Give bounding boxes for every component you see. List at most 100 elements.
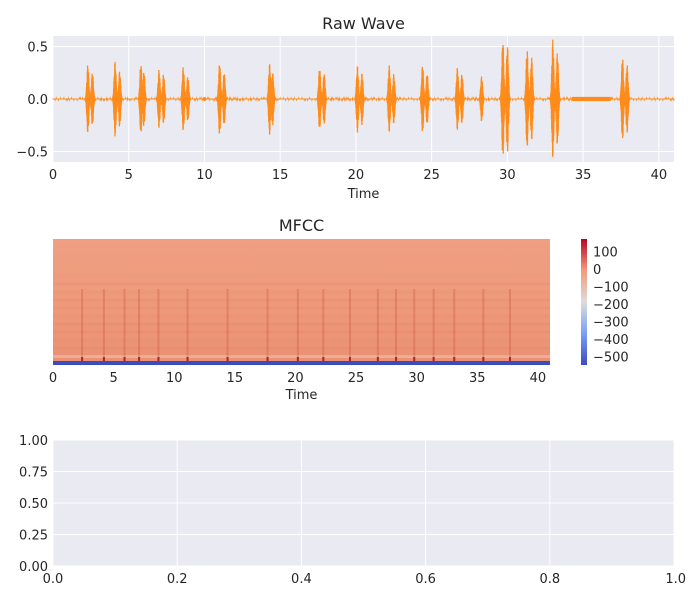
- mfcc-event-column: [102, 289, 105, 361]
- mfcc-event-marker: [296, 357, 299, 361]
- raw-wave-y-ticks: −0.5 0.0 0.5: [16, 41, 48, 161]
- mfcc-x-tick-label: 35: [469, 371, 486, 386]
- mfcc-coefficient-band: [53, 279, 550, 281]
- mfcc-coefficient-band: [53, 319, 550, 321]
- empty-x-tick-label: 1.0: [665, 572, 686, 587]
- empty-y-tick-label: 0.25: [19, 529, 48, 544]
- mfcc-coefficient-band: [53, 299, 550, 301]
- raw-wave-title: Raw Wave: [322, 14, 405, 33]
- mfcc-event-marker: [395, 357, 398, 361]
- mfcc-coefficient-band: [53, 295, 550, 297]
- empty-y-tick-label: 1.00: [19, 434, 48, 449]
- empty-x-tick-label: 0.8: [539, 572, 560, 587]
- empty-x-tick-label: 0.0: [43, 572, 64, 587]
- mfcc-x-tick-label: 15: [227, 371, 244, 386]
- empty-panel: 0.0 0.2 0.4 0.6 0.8 1.0 0.00 0.25 0.50 0.75 1.00: [19, 434, 686, 587]
- raw-wave-x-tick-label: 10: [196, 168, 213, 183]
- mfcc-coefficient-band: [53, 307, 550, 309]
- raw-wave-x-tick-label: 5: [125, 168, 133, 183]
- mfcc-event-columns: [81, 289, 511, 361]
- raw-wave-x-ticks: 0 5 10 15 20 25 30 35 40: [49, 168, 667, 183]
- mfcc-x-tick-label: 20: [287, 371, 304, 386]
- mfcc-x-tick-label: 25: [348, 371, 365, 386]
- mfcc-x-ticks: 0 5 10 15 20 25 30 35 40: [49, 371, 546, 386]
- mfcc-colorbar: [581, 239, 587, 365]
- mfcc-x-tick-label: 10: [166, 371, 183, 386]
- raw-wave-x-tick-label: 30: [499, 168, 516, 183]
- raw-wave-y-tick-label: 0.0: [27, 93, 48, 108]
- mfcc-coefficient-band: [53, 323, 550, 325]
- mfcc-coefficient-band: [53, 331, 550, 333]
- mfcc-event-column: [322, 289, 325, 361]
- mfcc-coefficient-band: [53, 287, 550, 289]
- mfcc-event-marker: [186, 357, 189, 361]
- mfcc-event-column: [226, 289, 229, 361]
- mfcc-coefficient-band: [53, 343, 550, 345]
- mfcc-coefficient-band: [53, 347, 550, 349]
- mfcc-event-column: [186, 289, 189, 361]
- mfcc-event-marker: [266, 357, 269, 361]
- mfcc-heatmap-texture: [53, 279, 550, 358]
- mfcc-coefficient-band: [53, 327, 550, 329]
- raw-wave-x-tick-label: 0: [49, 168, 57, 183]
- raw-wave-x-tick-label: 35: [575, 168, 592, 183]
- mfcc-x-tick-label: 30: [408, 371, 425, 386]
- empty-x-tick-label: 0.6: [415, 572, 436, 587]
- mfcc-event-marker: [413, 357, 416, 361]
- mfcc-event-marker: [453, 357, 456, 361]
- mfcc-coefficient-band: [53, 355, 550, 358]
- mfcc-event-column: [123, 289, 126, 361]
- mfcc-event-column: [432, 289, 435, 361]
- mfcc-event-column: [296, 289, 299, 361]
- empty-x-tick-label: 0.2: [167, 572, 188, 587]
- mfcc-colorbar-tick-label: −300: [593, 315, 629, 330]
- mfcc-coefficient-band: [53, 303, 550, 305]
- raw-wave-series-line: [52, 39, 675, 157]
- mfcc-coefficient-band: [53, 315, 550, 317]
- mfcc-coefficient-band: [53, 351, 550, 353]
- mfcc-event-column: [453, 289, 456, 361]
- mfcc-x-tick-label: 0: [49, 371, 57, 386]
- mfcc-event-marker: [157, 357, 160, 361]
- mfcc-event-column: [81, 289, 84, 361]
- raw-wave-y-tick-label: 0.5: [27, 41, 48, 56]
- raw-wave-panel: 0 5 10 15 20 25 30 35 40 −0.5 0.0 0.5 Raw Wave Tim…: [16, 14, 675, 202]
- mfcc-colorbar-tick-label: −200: [593, 298, 629, 313]
- mfcc-event-column: [266, 289, 269, 361]
- empty-x-ticks: 0.0 0.2 0.4 0.6 0.8 1.0: [43, 572, 686, 587]
- mfcc-event-column: [348, 289, 351, 361]
- mfcc-lowest-coefficient-band: [53, 361, 550, 365]
- mfcc-coefficient-band: [53, 335, 550, 337]
- mfcc-x-axis-label: Time: [285, 388, 318, 403]
- mfcc-event-column: [395, 289, 398, 361]
- raw-wave-x-tick-label: 15: [272, 168, 289, 183]
- mfcc-event-marker: [322, 357, 325, 361]
- mfcc-x-tick-label: 40: [530, 371, 547, 386]
- mfcc-event-marker: [226, 357, 229, 361]
- mfcc-colorbar-tick-label: 0: [593, 263, 601, 278]
- mfcc-colorbar-ticks: 100 0 −100 −200 −300 −400 −500: [593, 245, 629, 365]
- empty-grid: [52, 439, 675, 567]
- mfcc-event-marker: [348, 357, 351, 361]
- raw-wave-x-tick-label: 25: [423, 168, 440, 183]
- mfcc-colorbar-tick-label: −100: [593, 280, 629, 295]
- mfcc-colorbar-tick-label: −500: [593, 350, 629, 365]
- mfcc-event-column: [157, 289, 160, 361]
- empty-y-tick-label: 0.75: [19, 466, 48, 481]
- mfcc-coefficient-band: [53, 283, 550, 285]
- raw-wave-x-tick-label: 40: [651, 168, 668, 183]
- mfcc-event-marker: [432, 357, 435, 361]
- mfcc-heatmap-body: [53, 239, 550, 365]
- mfcc-event-column: [413, 289, 416, 361]
- mfcc-colorbar-tick-label: 100: [593, 245, 618, 260]
- empty-y-tick-label: 0.00: [19, 560, 48, 575]
- mfcc-event-marker: [482, 357, 485, 361]
- mfcc-event-column: [138, 289, 141, 361]
- mfcc-event-marker: [138, 357, 141, 361]
- raw-wave-y-tick-label: −0.5: [16, 146, 48, 161]
- mfcc-event-marker: [81, 357, 84, 361]
- mfcc-title: MFCC: [279, 216, 324, 235]
- empty-y-tick-label: 0.50: [19, 497, 48, 512]
- mfcc-event-marker: [102, 357, 105, 361]
